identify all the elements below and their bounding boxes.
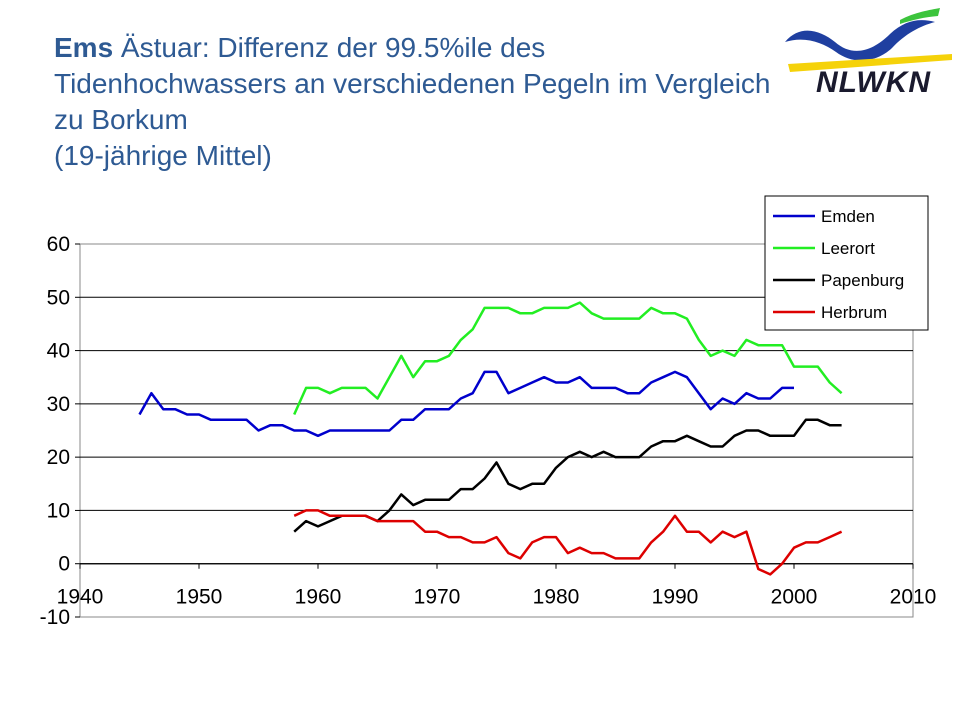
- logo-green-wave: [900, 8, 940, 24]
- series-line-emden: [138, 370, 794, 438]
- legend-label: Emden: [821, 207, 875, 226]
- x-tick-label: 2010: [890, 586, 937, 609]
- y-tick-label: -10: [40, 606, 70, 629]
- logo-text: NLWKN: [816, 66, 931, 99]
- x-axis-ticks: 1940 1950 1960 1970 1980 1990 2000 2010: [57, 563, 937, 609]
- legend-label: Papenburg: [821, 271, 904, 290]
- series-line-leerort: [293, 301, 843, 416]
- page-title: Ems Ästuar: Differenz der 99.5%ile des T…: [54, 30, 774, 174]
- series-line-herbrum: [293, 509, 843, 576]
- y-tick-label: 0: [58, 553, 70, 576]
- legend-label: Herbrum: [821, 303, 887, 322]
- logo-yellow-stripe: [788, 54, 952, 72]
- x-tick-label: 2000: [771, 586, 818, 609]
- y-tick-label: 60: [47, 233, 70, 256]
- x-tick-label: 1970: [414, 586, 461, 609]
- legend-label: Leerort: [821, 239, 875, 258]
- y-tick-label: 30: [47, 393, 70, 416]
- x-tick-label: 1940: [57, 586, 104, 609]
- logo-blue-wave: [785, 20, 935, 61]
- y-axis-ticks: -10 0 10 20 30 40 50 60: [40, 233, 80, 629]
- x-tick-label: 1980: [533, 586, 580, 609]
- y-tick-label: 20: [47, 446, 70, 469]
- y-tick-label: 10: [47, 499, 70, 522]
- nlwkn-logo: [785, 8, 952, 72]
- legend: Emden Leerort Papenburg Herbrum: [764, 195, 929, 331]
- title-bold-word: Ems: [54, 32, 114, 63]
- x-tick-label: 1990: [652, 586, 699, 609]
- y-tick-label: 50: [47, 286, 70, 309]
- y-tick-label: 40: [47, 340, 70, 363]
- legend-box: [764, 195, 929, 331]
- x-tick-label: 1960: [295, 586, 342, 609]
- subtitle: (19-jährige Mittel): [54, 140, 272, 171]
- series-lines: [138, 301, 843, 576]
- series-line-papenburg: [293, 418, 842, 533]
- title-text: Ästuar: Differenz der 99.5%ile des Tiden…: [54, 32, 771, 135]
- x-tick-label: 1950: [176, 586, 223, 609]
